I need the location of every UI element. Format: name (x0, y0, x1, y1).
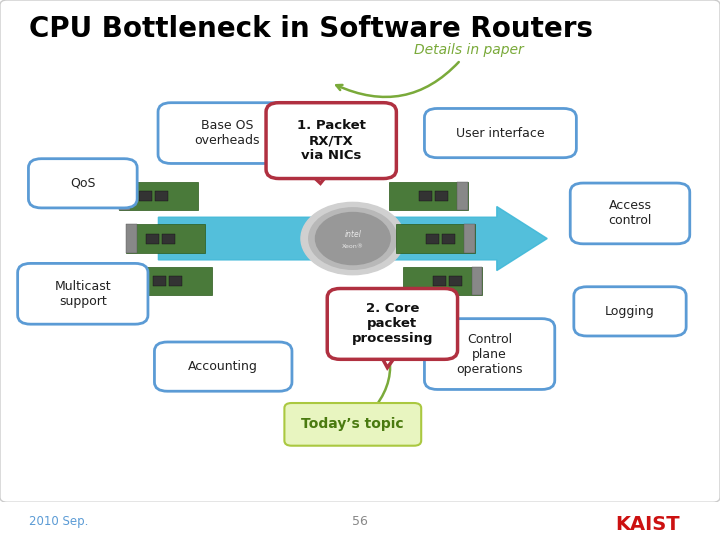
FancyBboxPatch shape (396, 225, 475, 253)
Text: Multicast
support: Multicast support (55, 280, 111, 308)
Text: KAIST: KAIST (616, 515, 680, 535)
Text: User interface: User interface (456, 126, 545, 139)
Text: Control
plane
operations: Control plane operations (456, 333, 523, 375)
FancyBboxPatch shape (146, 233, 159, 244)
Circle shape (315, 213, 390, 265)
Text: QoS: QoS (70, 177, 96, 190)
Circle shape (301, 202, 405, 275)
FancyBboxPatch shape (570, 183, 690, 244)
FancyBboxPatch shape (133, 267, 212, 295)
FancyBboxPatch shape (158, 103, 296, 164)
Text: Base OS
overheads: Base OS overheads (194, 119, 259, 147)
FancyBboxPatch shape (457, 182, 468, 210)
Text: Accounting: Accounting (188, 360, 258, 373)
Text: Access
control: Access control (608, 199, 652, 227)
FancyBboxPatch shape (442, 233, 455, 244)
FancyBboxPatch shape (426, 233, 439, 244)
Text: 1. Packet
RX/TX
via NICs: 1. Packet RX/TX via NICs (297, 119, 366, 162)
FancyBboxPatch shape (119, 182, 130, 210)
FancyBboxPatch shape (424, 109, 576, 158)
FancyBboxPatch shape (18, 264, 148, 324)
FancyBboxPatch shape (574, 287, 686, 336)
Text: 56: 56 (352, 515, 368, 528)
FancyBboxPatch shape (472, 267, 482, 295)
Text: Xeon®: Xeon® (342, 244, 364, 249)
Text: Details in paper: Details in paper (336, 43, 523, 97)
Text: Logging: Logging (605, 305, 655, 318)
FancyBboxPatch shape (162, 233, 175, 244)
FancyBboxPatch shape (154, 342, 292, 391)
Polygon shape (158, 206, 547, 271)
FancyBboxPatch shape (389, 182, 468, 210)
Text: CPU Bottleneck in Software Routers: CPU Bottleneck in Software Routers (29, 15, 593, 43)
FancyBboxPatch shape (403, 267, 482, 295)
FancyBboxPatch shape (139, 191, 152, 201)
FancyBboxPatch shape (126, 225, 137, 253)
Text: 2010 Sep.: 2010 Sep. (29, 515, 88, 528)
FancyBboxPatch shape (449, 276, 462, 286)
FancyBboxPatch shape (435, 191, 448, 201)
FancyBboxPatch shape (155, 191, 168, 201)
FancyBboxPatch shape (119, 182, 198, 210)
FancyBboxPatch shape (464, 225, 475, 253)
FancyBboxPatch shape (266, 103, 396, 179)
Text: Today’s topic: Today’s topic (302, 417, 404, 431)
FancyBboxPatch shape (153, 276, 166, 286)
FancyBboxPatch shape (126, 225, 205, 253)
FancyBboxPatch shape (327, 288, 458, 359)
FancyBboxPatch shape (133, 267, 144, 295)
FancyBboxPatch shape (419, 191, 432, 201)
FancyBboxPatch shape (284, 403, 421, 445)
Circle shape (309, 208, 397, 269)
FancyBboxPatch shape (169, 276, 182, 286)
FancyBboxPatch shape (29, 159, 137, 208)
Polygon shape (306, 170, 331, 183)
FancyBboxPatch shape (425, 319, 554, 389)
Polygon shape (378, 350, 400, 368)
Text: intel: intel (344, 230, 361, 239)
FancyBboxPatch shape (433, 276, 446, 286)
Text: 2. Core
packet
processing: 2. Core packet processing (351, 302, 433, 346)
